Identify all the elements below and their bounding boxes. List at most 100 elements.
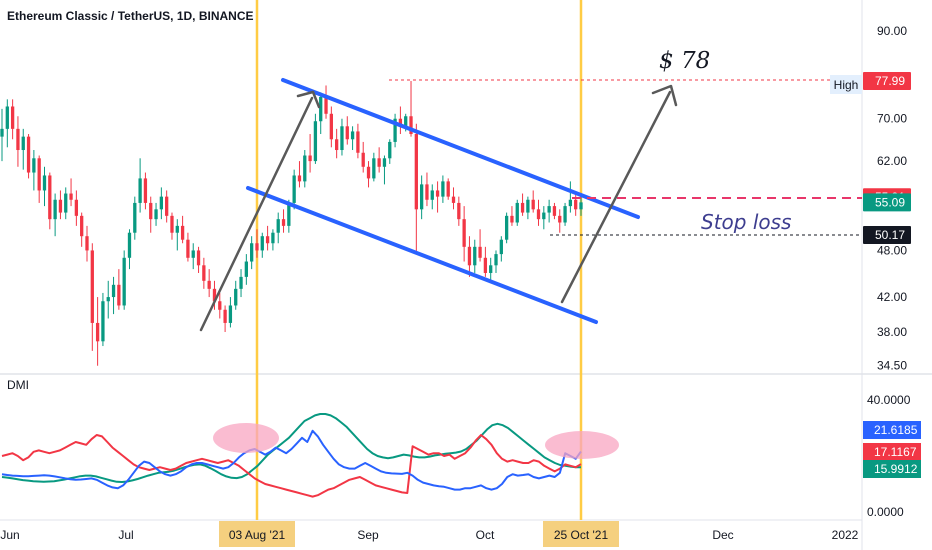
- candle-body: [419, 184, 424, 210]
- candle: [319, 92, 323, 135]
- dmi-line-1: [1, 434, 582, 498]
- candle: [95, 297, 100, 366]
- dmi-tag-bg: [863, 443, 921, 461]
- candle-body: [483, 257, 488, 273]
- time-label: Jun: [0, 528, 19, 542]
- channel-upper-line[interactable]: [281, 78, 640, 219]
- price-tag-text: 55.09: [875, 195, 905, 209]
- candle-body: [48, 175, 52, 220]
- candle-body: [425, 184, 429, 200]
- channel-lower-line[interactable]: [246, 186, 598, 324]
- candle-body: [223, 309, 227, 323]
- candle-body: [58, 199, 63, 213]
- target-annotation[interactable]: $ 78: [659, 48, 710, 74]
- time-label-text: 2022: [832, 528, 859, 542]
- candle-body: [191, 250, 195, 258]
- candle-body: [457, 202, 461, 220]
- candle: [483, 246, 488, 277]
- time-label-highlight: [543, 521, 619, 547]
- rally-arrow[interactable]: [199, 90, 321, 332]
- candle-body: [558, 215, 562, 223]
- candle-body: [165, 196, 169, 216]
- candle-body: [21, 136, 25, 151]
- candle: [478, 229, 482, 262]
- candle-body: [531, 199, 535, 210]
- candle: [101, 292, 105, 347]
- candle-body: [143, 178, 148, 203]
- dmi-tag-text: 17.1167: [874, 445, 917, 459]
- time-label: Dec: [712, 528, 733, 542]
- candle: [356, 123, 360, 159]
- candle: [494, 250, 498, 273]
- candle-body: [0, 128, 4, 137]
- candle-body: [138, 178, 142, 203]
- candle: [467, 236, 472, 277]
- time-label-highlight: [219, 521, 295, 547]
- candle-body: [234, 288, 238, 306]
- candle-body: [133, 202, 137, 233]
- stop-loss-annotation[interactable]: Stop loss: [701, 210, 791, 234]
- candle-body: [489, 265, 493, 273]
- candle: [265, 225, 270, 251]
- candle: [80, 212, 84, 247]
- candle: [361, 141, 365, 173]
- candle-body: [80, 215, 84, 237]
- price-tag-bg: [863, 226, 911, 245]
- candle: [297, 161, 302, 188]
- candle: [515, 199, 519, 226]
- candle: [212, 280, 217, 310]
- candle-body: [10, 106, 15, 129]
- candle-body: [350, 131, 355, 140]
- candle-body: [64, 193, 68, 213]
- candle: [382, 155, 387, 185]
- candle: [159, 187, 164, 220]
- candle-body: [170, 215, 174, 233]
- candle-body: [149, 202, 153, 220]
- candle-body: [382, 158, 387, 167]
- candle-body: [159, 196, 164, 210]
- candle-body: [319, 96, 323, 122]
- candle: [526, 196, 530, 220]
- candle-body: [329, 113, 333, 140]
- dmi-highlight-oct: [545, 431, 619, 459]
- candle: [499, 236, 503, 262]
- candle: [143, 172, 148, 210]
- time-label: Oct: [476, 528, 495, 542]
- candle-body: [568, 199, 573, 207]
- price-tick: 38.00: [877, 325, 907, 339]
- candle-body: [441, 181, 445, 197]
- candle-body: [340, 126, 344, 151]
- candle-body: [74, 199, 79, 216]
- candle-body: [510, 215, 514, 223]
- price-tick: 90.00: [877, 24, 907, 38]
- candle: [473, 239, 477, 273]
- descending-channel[interactable]: [246, 78, 640, 324]
- candle: [520, 193, 525, 216]
- dmi-axis[interactable]: 40.0000 0.0000: [867, 393, 911, 519]
- candle: [547, 199, 551, 223]
- time-label-text: Sep: [357, 528, 379, 542]
- candle: [425, 172, 429, 207]
- candle-body: [478, 246, 482, 258]
- price-tag: 77.99: [863, 72, 911, 91]
- indicator-label: DMI: [7, 378, 29, 392]
- high-label-text: High: [834, 78, 859, 92]
- candle: [154, 202, 158, 226]
- candle-body: [281, 219, 286, 226]
- candle: [366, 161, 371, 188]
- target-arrow[interactable]: [560, 84, 678, 304]
- candle-body: [494, 254, 498, 266]
- time-axis[interactable]: Jun Jul 03 Aug '21 Sep Oct 25 Oct '21 Dec 2022: [0, 521, 859, 547]
- candle-body: [542, 212, 546, 220]
- candle-body: [297, 175, 302, 182]
- candle-body: [451, 196, 456, 203]
- candle-body: [276, 219, 280, 233]
- candle: [324, 85, 328, 119]
- candle-body: [324, 96, 328, 114]
- candle-body: [515, 202, 519, 223]
- high-label: High: [830, 75, 862, 94]
- candle: [388, 139, 392, 164]
- projection-arrows[interactable]: [199, 84, 678, 332]
